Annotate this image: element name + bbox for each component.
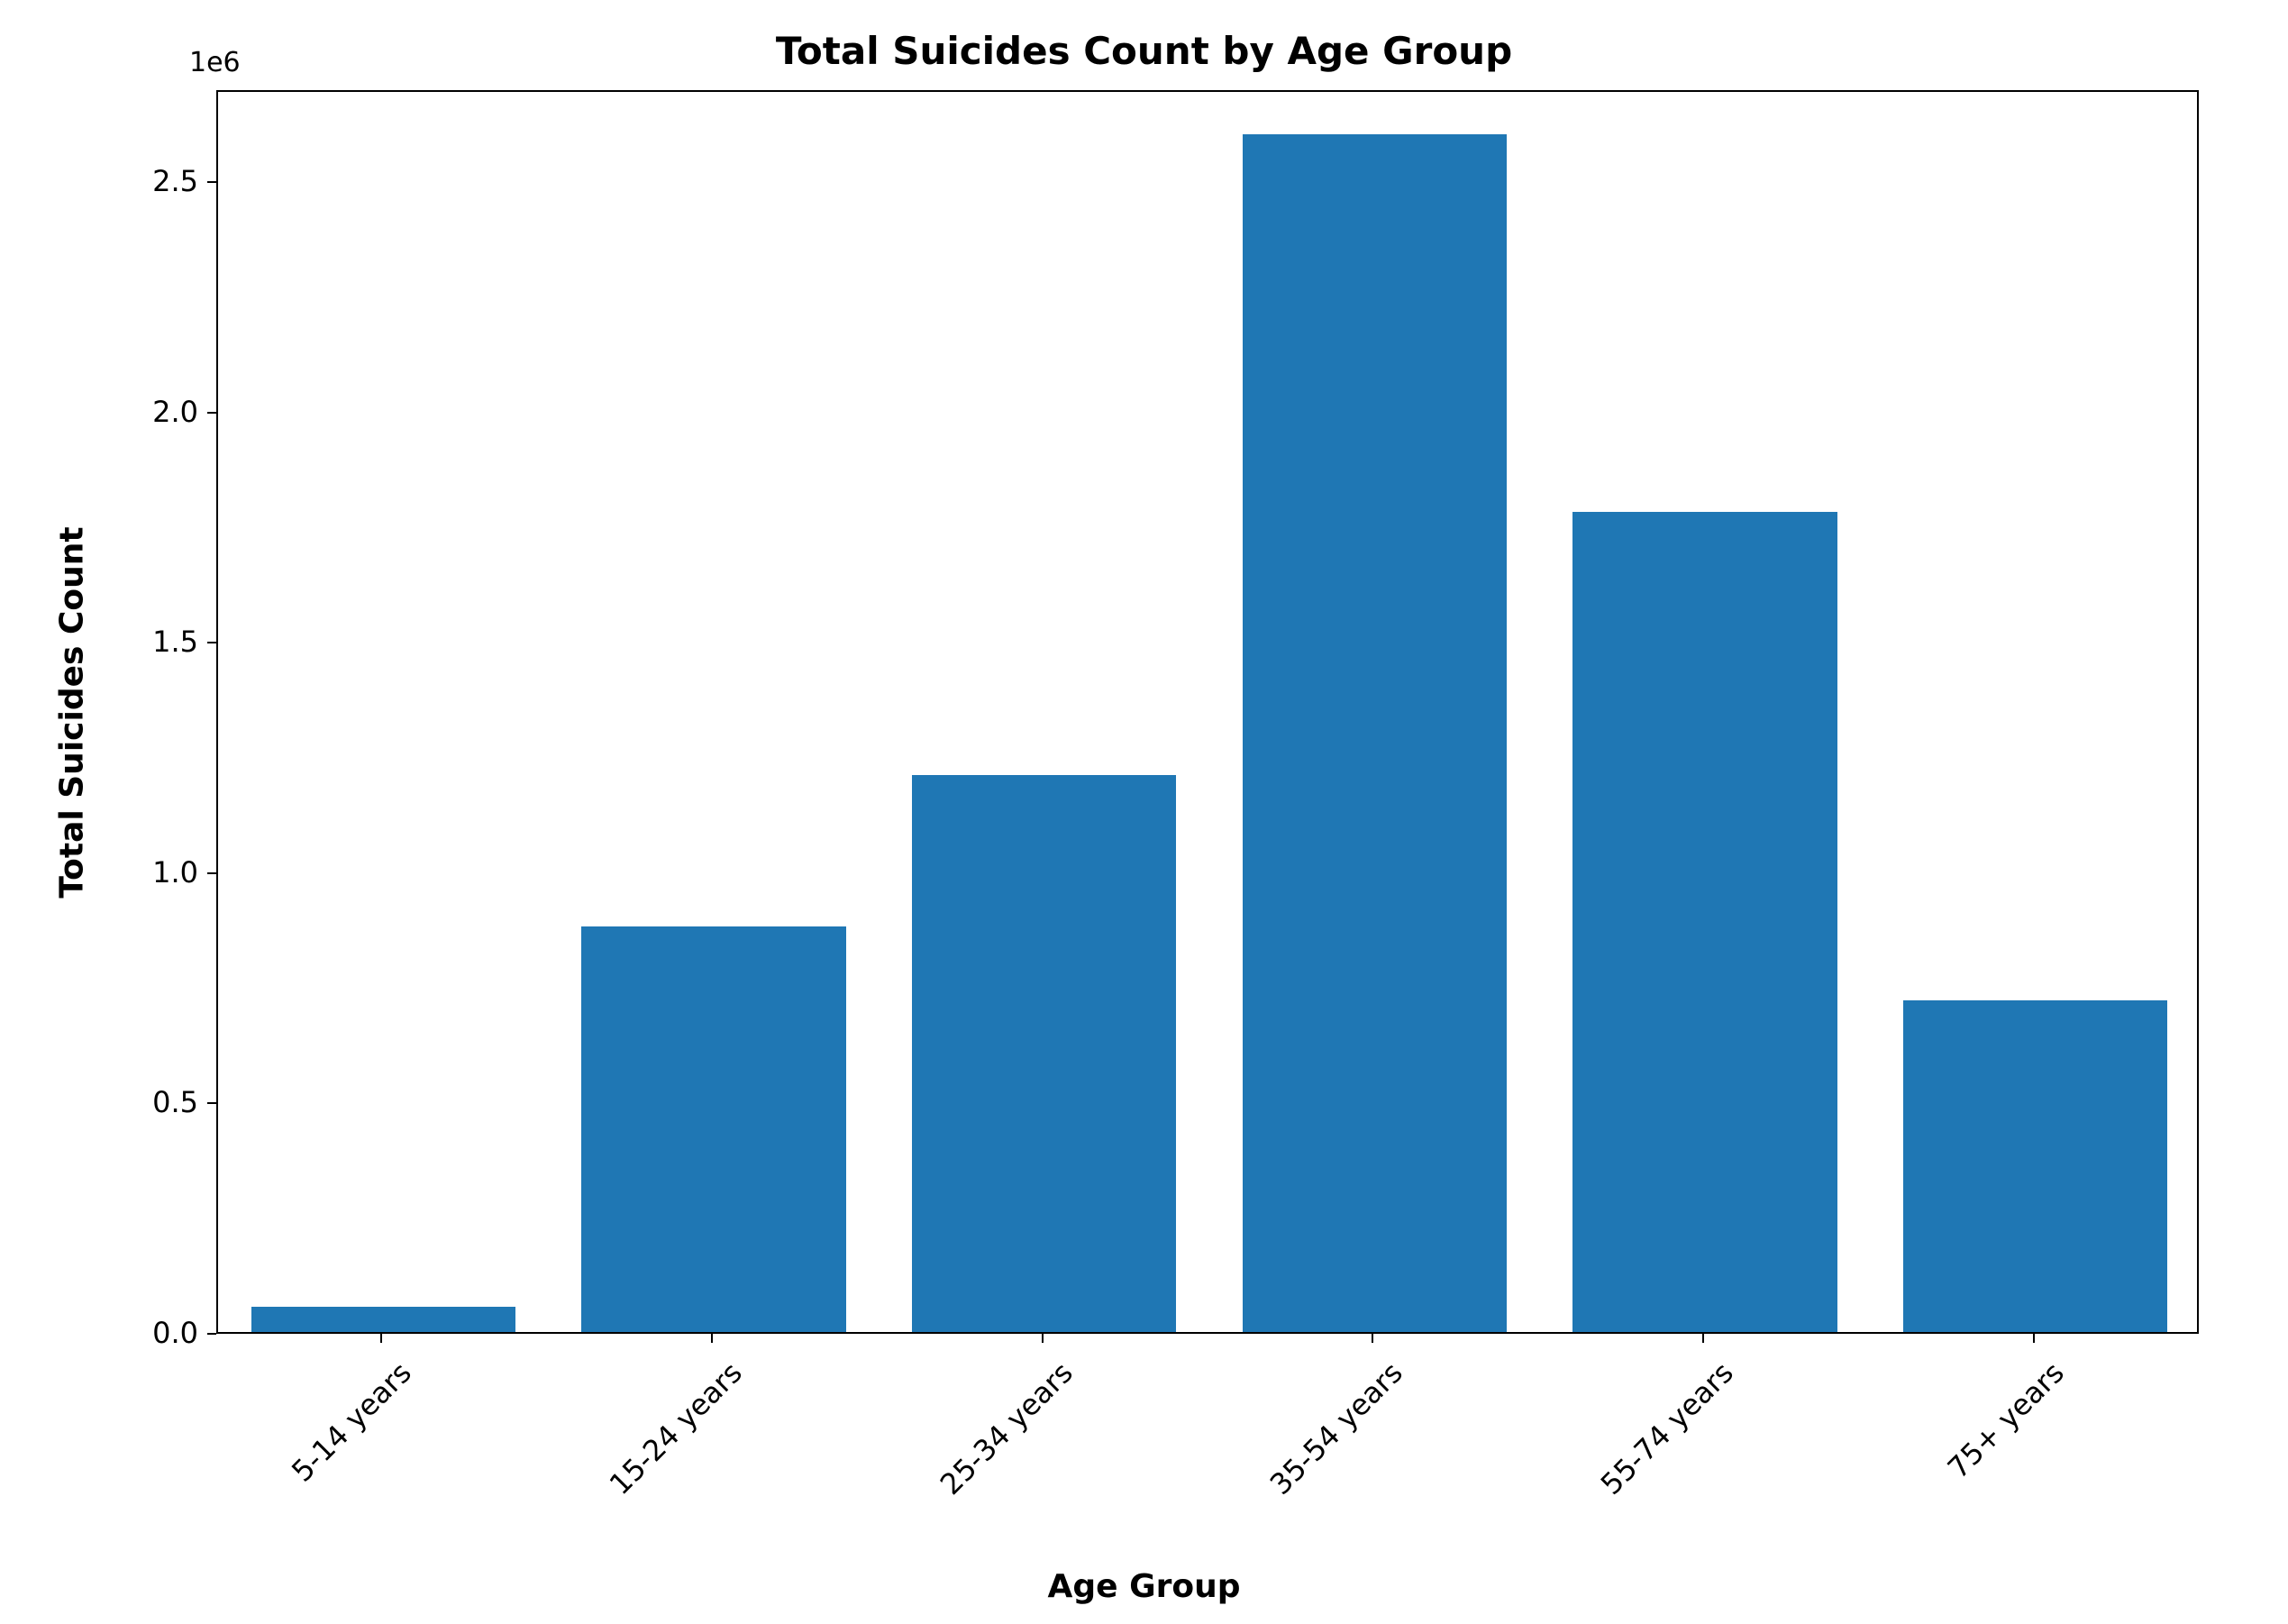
y-tick bbox=[207, 1102, 216, 1104]
y-tick bbox=[207, 1333, 216, 1335]
y-tick-label: 1.0 bbox=[117, 855, 198, 890]
x-tick-label: 35-54 years bbox=[1194, 1355, 1409, 1571]
y-tick bbox=[207, 412, 216, 414]
y-tick bbox=[207, 181, 216, 183]
chart-container: Total Suicides Count by Age Group 1e6 To… bbox=[0, 0, 2288, 1624]
x-tick-label: 15-24 years bbox=[533, 1355, 749, 1571]
bar bbox=[1903, 1000, 2167, 1332]
x-tick-label: 75+ years bbox=[1855, 1355, 2071, 1571]
y-tick-label: 2.5 bbox=[117, 164, 198, 198]
y-axis-label: Total Suicides Count bbox=[54, 91, 91, 1335]
x-tick bbox=[1042, 1334, 1044, 1343]
bar bbox=[581, 926, 845, 1332]
plot-area bbox=[216, 90, 2199, 1334]
y-tick bbox=[207, 642, 216, 643]
bar bbox=[1243, 134, 1507, 1332]
bar bbox=[1572, 512, 1837, 1332]
x-axis-label: Age Group bbox=[0, 1568, 2288, 1605]
x-tick bbox=[1702, 1334, 1704, 1343]
y-tick-label: 0.5 bbox=[117, 1085, 198, 1119]
y-tick-label: 0.0 bbox=[117, 1316, 198, 1350]
x-tick-label: 25-34 years bbox=[864, 1355, 1080, 1571]
y-tick bbox=[207, 872, 216, 874]
y-tick-label: 2.0 bbox=[117, 395, 198, 429]
x-tick bbox=[711, 1334, 713, 1343]
x-tick bbox=[1372, 1334, 1373, 1343]
bar bbox=[251, 1307, 515, 1332]
y-exponent-label: 1e6 bbox=[189, 47, 241, 78]
y-tick-label: 1.5 bbox=[117, 625, 198, 659]
x-tick-label: 5-14 years bbox=[203, 1355, 418, 1571]
x-tick bbox=[380, 1334, 382, 1343]
x-tick bbox=[2033, 1334, 2035, 1343]
x-tick-label: 55-74 years bbox=[1525, 1355, 1740, 1571]
chart-title: Total Suicides Count by Age Group bbox=[0, 29, 2288, 73]
bar bbox=[912, 775, 1176, 1332]
